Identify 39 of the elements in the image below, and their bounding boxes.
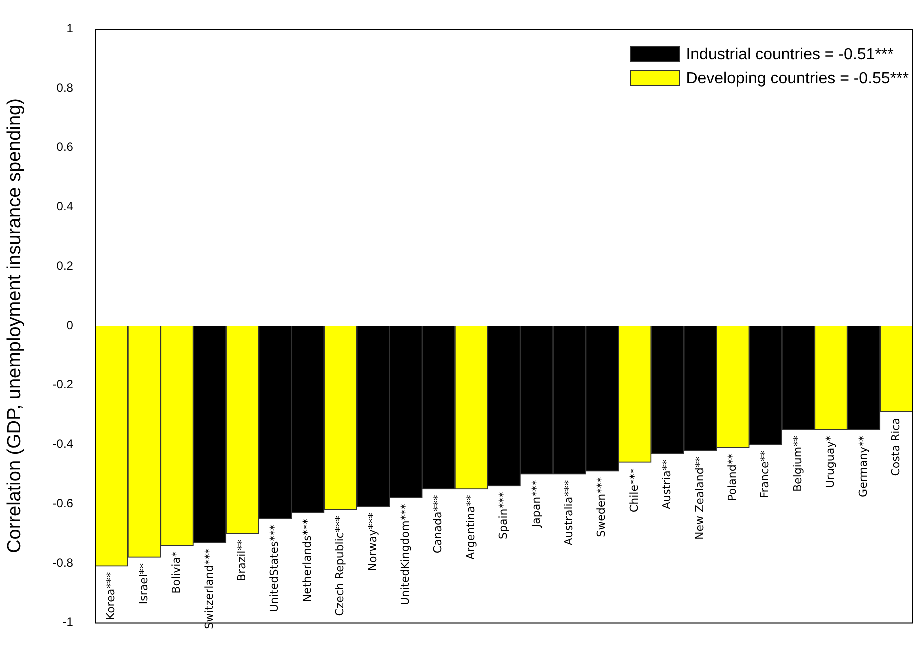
x-tick-label: Norway*** xyxy=(366,512,380,572)
y-axis-title: Correlation (GDP, unemployment insurance spending) xyxy=(4,98,26,554)
y-tick-label: 0.2 xyxy=(56,258,74,273)
y-tick-label: -1 xyxy=(62,615,74,630)
y-tick-label: -0.2 xyxy=(52,378,74,392)
y-tick-label: 0 xyxy=(66,318,74,332)
x-tick-label: Spain*** xyxy=(497,492,510,540)
x-tick-label: Korea*** xyxy=(104,572,118,620)
y-tick-label: 0.6 xyxy=(56,140,74,154)
x-tick-label: New Zealand** xyxy=(693,456,706,540)
x-tick-label: Costa Rica xyxy=(890,418,903,476)
x-tick-label: UnitedKingdom*** xyxy=(398,504,412,606)
legend-label: Industrial countries = -0.51*** xyxy=(686,46,894,64)
x-tick-label: Bolivia* xyxy=(170,551,184,594)
y-tick-label: -0.8 xyxy=(52,556,74,570)
x-tick-label: Canada*** xyxy=(432,494,445,554)
y-tick-label: -0.6 xyxy=(52,496,74,510)
x-tick-label: Uruguay* xyxy=(824,435,838,488)
x-tick-label: France** xyxy=(758,450,772,498)
y-tick-label: -0.4 xyxy=(52,437,74,452)
y-tick-label: 1 xyxy=(66,22,74,36)
x-tick-label: Netherlands*** xyxy=(300,518,314,603)
y-tick-label: 0.8 xyxy=(56,80,74,95)
x-tick-label: Switzerland*** xyxy=(202,548,216,630)
x-tick-label: Israel** xyxy=(137,563,150,605)
x-tick-label: UnitedStates*** xyxy=(268,524,282,612)
y-tick-label: 0.4 xyxy=(56,200,74,214)
x-tick-label: Brazil** xyxy=(235,539,248,582)
x-tick-label: Sweden*** xyxy=(595,476,608,538)
x-tick-label: Chile*** xyxy=(628,468,641,513)
x-tick-label: Argentina** xyxy=(464,494,478,560)
x-tick-label: Belgium** xyxy=(791,435,804,492)
x-tick-label: Czech Republic*** xyxy=(334,516,347,616)
x-tick-label: Poland** xyxy=(726,453,740,502)
x-tick-label: Germany** xyxy=(856,435,870,498)
legend-label: Developing countries = -0.55*** xyxy=(686,70,910,88)
x-tick-label: Japan*** xyxy=(530,480,543,529)
x-tick-label: Australia*** xyxy=(562,480,576,546)
x-tick-label: Austria** xyxy=(660,459,674,510)
